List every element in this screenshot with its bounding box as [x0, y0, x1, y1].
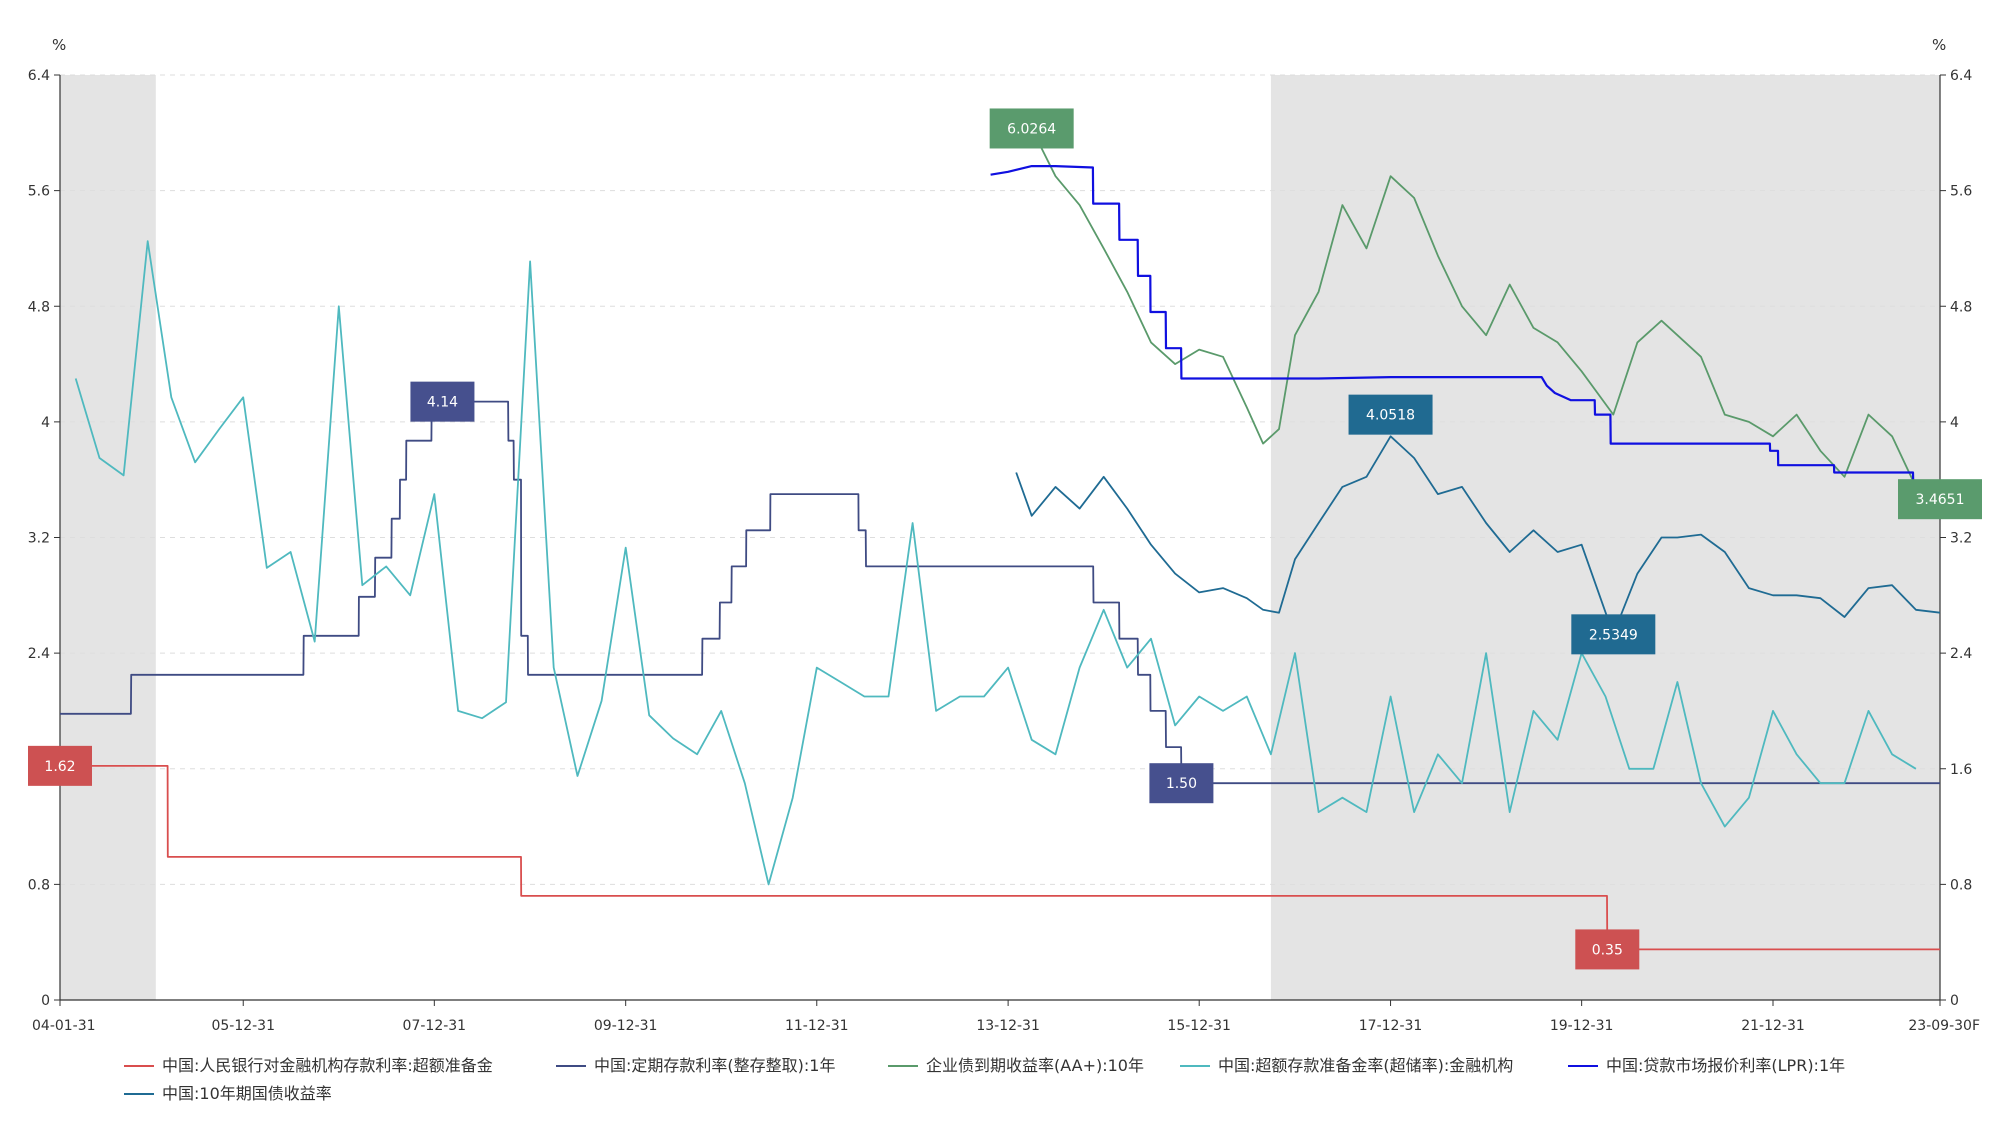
- left-y-tick-label: 0: [41, 993, 50, 1009]
- callout-box: [1571, 614, 1656, 655]
- value-callout-2: 6.0264: [989, 108, 1074, 149]
- legend-label: 中国:人民银行对金融机构存款利率:超额准备金: [162, 1056, 493, 1075]
- legend-item-5[interactable]: 中国:10年期国债收益率: [124, 1084, 332, 1103]
- series-line-5: [1015, 435, 1941, 636]
- right-y-tick-label: 6.4: [1950, 68, 1972, 84]
- series-line-1: [60, 400, 1940, 785]
- legend-item-0[interactable]: 中国:人民银行对金融机构存款利率:超额准备金: [124, 1056, 493, 1075]
- x-tick-label: 11-12-31: [785, 1018, 849, 1034]
- legend-label: 中国:超额存款准备金率(超储率):金融机构: [1218, 1056, 1513, 1075]
- callout-label: 0.35: [1592, 942, 1623, 958]
- tick-labels: 000.80.81.61.62.42.43.23.2444.84.85.65.6…: [28, 68, 1980, 1034]
- value-callout-1: 4.14: [410, 381, 475, 422]
- x-tick-label: 04-01-31: [32, 1018, 96, 1034]
- callout-box: [410, 381, 475, 422]
- x-tick-label: 15-12-31: [1167, 1018, 1231, 1034]
- callout-label: 1.62: [44, 759, 75, 775]
- value-callout-4: 4.0518: [1348, 394, 1433, 435]
- legend-label: 企业债到期收益率(AA+):10年: [926, 1056, 1144, 1075]
- right-y-tick-label: 1.6: [1950, 762, 1972, 778]
- right-y-tick-label: 4: [1950, 415, 1959, 431]
- left-y-tick-label: 0.8: [28, 877, 50, 893]
- legend-label: 中国:贷款市场报价利率(LPR):1年: [1606, 1056, 1845, 1075]
- x-tick-label: 09-12-31: [594, 1018, 658, 1034]
- callout-box: [989, 108, 1074, 149]
- shaded-period-0: [60, 75, 156, 1000]
- legend-label: 中国:定期存款利率(整存整取):1年: [594, 1056, 835, 1075]
- right-y-tick-label: 0.8: [1950, 877, 1972, 893]
- legend-item-3[interactable]: 中国:超额存款准备金率(超储率):金融机构: [1180, 1056, 1513, 1075]
- callout-label: 2.5349: [1589, 627, 1638, 643]
- callout-label: 6.0264: [1007, 121, 1056, 137]
- series-line-2: [1015, 127, 1941, 501]
- left-y-tick-label: 3.2: [28, 531, 50, 547]
- x-tick-label: 23-09-30F: [1908, 1018, 1980, 1034]
- left-y-unit: %: [52, 36, 66, 54]
- callout-box: [1898, 479, 1982, 520]
- callout-box: [1348, 394, 1433, 435]
- x-tick-label: 17-12-31: [1359, 1018, 1423, 1034]
- left-y-tick-label: 5.6: [28, 184, 50, 200]
- right-y-tick-label: 0: [1950, 993, 1959, 1009]
- right-y-tick-label: 2.4: [1950, 646, 1972, 662]
- callout-box: [1149, 763, 1214, 804]
- legend-item-4[interactable]: 中国:贷款市场报价利率(LPR):1年: [1568, 1056, 1845, 1075]
- value-callout-3: 1.50: [1149, 763, 1214, 804]
- left-y-tick-label: 2.4: [28, 646, 50, 662]
- callout-label: 4.0518: [1366, 408, 1415, 424]
- callout-label: 4.14: [427, 395, 458, 411]
- left-y-tick-label: 6.4: [28, 68, 50, 84]
- left-y-tick-label: 4: [41, 415, 50, 431]
- right-y-unit: %: [1932, 36, 1946, 54]
- callout-box: [1575, 929, 1640, 970]
- callout-box: [28, 745, 92, 786]
- x-tick-label: 07-12-31: [403, 1018, 467, 1034]
- value-callout-0: 1.62: [28, 745, 92, 786]
- legend-item-2[interactable]: 企业债到期收益率(AA+):10年: [888, 1056, 1144, 1075]
- right-y-tick-label: 3.2: [1950, 531, 1972, 547]
- right-y-tick-label: 5.6: [1950, 184, 1972, 200]
- right-y-tick-label: 4.8: [1950, 299, 1972, 315]
- value-callout-5: 2.5349: [1571, 614, 1656, 655]
- value-callouts: 1.62 4.14 6.0264 1.50 4.0518 2.5349 0.35 3.4651: [28, 108, 1982, 970]
- legend: 中国:人民银行对金融机构存款利率:超额准备金 中国:定期存款利率(整存整取):1年…: [124, 1056, 1845, 1103]
- x-tick-label: 05-12-31: [211, 1018, 275, 1034]
- value-callout-6: 0.35: [1575, 929, 1640, 970]
- callout-label: 1.50: [1166, 776, 1197, 792]
- legend-label: 中国:10年期国债收益率: [162, 1084, 332, 1103]
- x-tick-label: 21-12-31: [1741, 1018, 1805, 1034]
- series-line-4: [990, 165, 1941, 503]
- series-line-3: [74, 240, 1917, 886]
- x-tick-label: 13-12-31: [976, 1018, 1040, 1034]
- callout-label: 3.4651: [1916, 492, 1965, 508]
- value-callout-7: 3.4651: [1898, 479, 1982, 520]
- x-tick-label: 19-12-31: [1550, 1018, 1614, 1034]
- legend-item-1[interactable]: 中国:定期存款利率(整存整取):1年: [556, 1056, 835, 1075]
- left-y-tick-label: 4.8: [28, 299, 50, 315]
- grid-lines: [60, 74, 1940, 885]
